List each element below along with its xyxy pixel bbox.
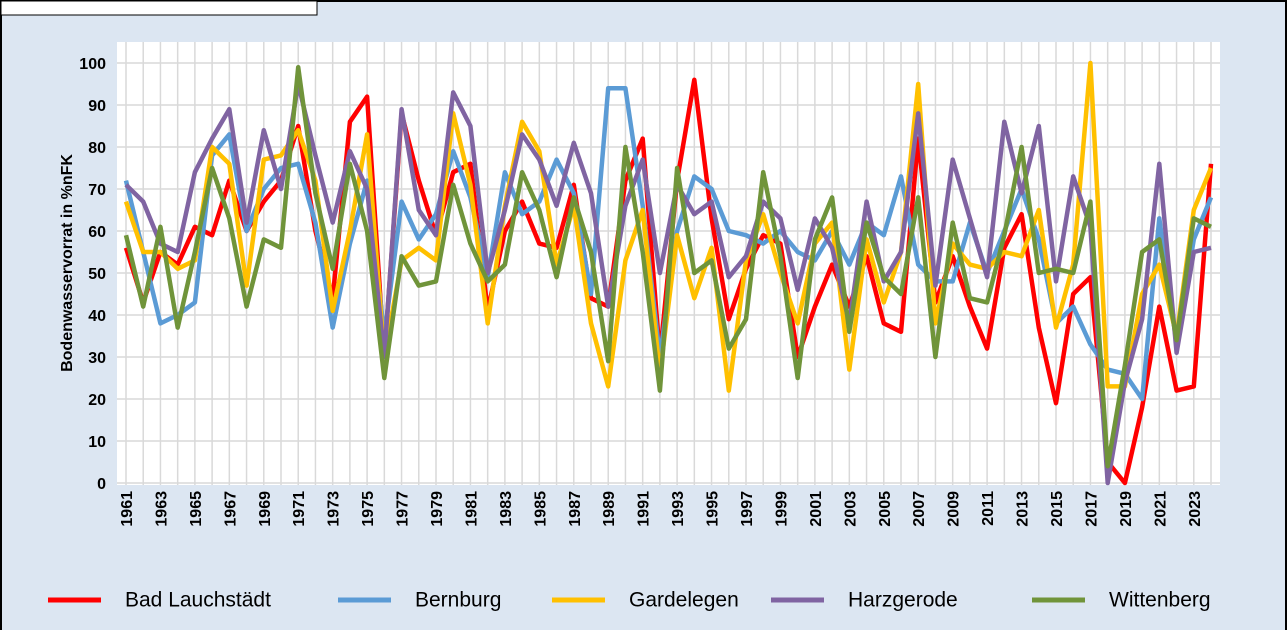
x-tick-label: 1961 xyxy=(119,491,136,527)
x-tick-label: 2005 xyxy=(877,491,894,527)
x-tick-label: 1987 xyxy=(567,491,584,527)
x-tick-label: 1965 xyxy=(188,491,205,527)
y-tick-label: 20 xyxy=(88,392,106,409)
legend-label: Gardelegen xyxy=(629,589,739,612)
x-tick-label: 2009 xyxy=(946,491,963,527)
x-tick-label: 1989 xyxy=(601,491,618,527)
x-tick-label: 2017 xyxy=(1083,491,1100,527)
y-tick-label: 80 xyxy=(88,140,106,157)
y-tick-label: 100 xyxy=(79,56,106,73)
x-tick-label: 2023 xyxy=(1187,491,1204,527)
series-line xyxy=(123,64,1212,469)
x-tick-label: 1995 xyxy=(705,491,722,527)
legend-label: Harzgerode xyxy=(848,589,958,612)
x-tick-label: 1999 xyxy=(773,491,790,527)
x-tick-label: 1983 xyxy=(498,491,515,527)
x-tick-label: 2019 xyxy=(1118,491,1135,527)
x-tick-label: 1967 xyxy=(222,491,239,527)
x-tick-label: 2003 xyxy=(842,491,859,527)
x-tick-label: 2001 xyxy=(808,491,825,527)
y-axis-label: Bodenwasservorrat in %nFK xyxy=(59,154,76,372)
x-tick-label: 1977 xyxy=(395,491,412,527)
legend-label: Wittenberg xyxy=(1109,589,1211,612)
legend-label: Bernburg xyxy=(415,589,501,612)
x-tick-label: 1993 xyxy=(670,491,687,527)
x-tick-label: 1975 xyxy=(360,491,377,527)
y-tick-label: 0 xyxy=(97,476,106,493)
y-tick-label: 30 xyxy=(88,350,106,367)
x-tick-label: 1991 xyxy=(636,491,653,527)
y-tick-label: 70 xyxy=(88,182,106,199)
y-tick-label: 60 xyxy=(88,224,106,241)
x-tick-label: 1985 xyxy=(532,491,549,527)
x-tick-label: 1963 xyxy=(153,491,170,527)
x-tick-label: 1969 xyxy=(257,491,274,527)
y-tick-label: 10 xyxy=(88,434,106,451)
x-tick-label: 2021 xyxy=(1152,491,1169,527)
x-tick-label: 2007 xyxy=(911,491,928,527)
x-tick-label: 1997 xyxy=(739,491,756,527)
x-tick-label: 1981 xyxy=(463,491,480,527)
y-tick-label: 90 xyxy=(88,98,106,115)
x-tick-label: 1971 xyxy=(291,491,308,527)
y-tick-label: 40 xyxy=(88,308,106,325)
legend-label: Bad Lauchstädt xyxy=(125,589,271,612)
x-tick-label: 1973 xyxy=(326,491,343,527)
y-tick-label: 50 xyxy=(88,266,106,283)
x-tick-label: 1979 xyxy=(429,491,446,527)
x-tick-label: 2011 xyxy=(980,491,997,526)
x-tick-label: 2013 xyxy=(1015,491,1032,527)
header-strip xyxy=(0,0,318,16)
x-tick-label: 2015 xyxy=(1049,491,1066,527)
